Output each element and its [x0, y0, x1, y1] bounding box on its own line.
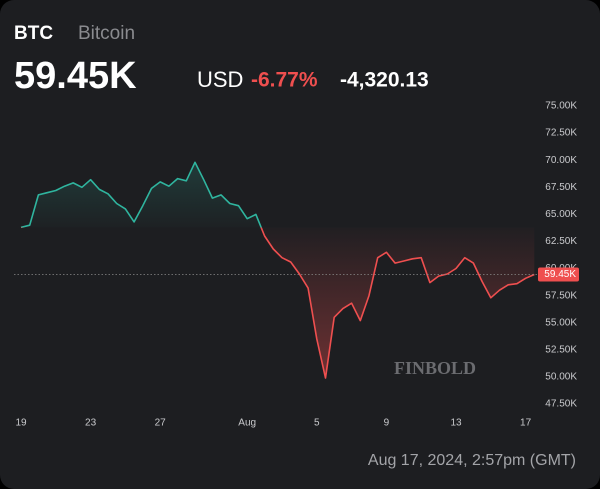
change: -4,320.13 [340, 69, 429, 92]
x-tick-label: 13 [450, 418, 462, 429]
price: 59.45K [14, 55, 137, 97]
timestamp: Aug 17, 2024, 2:57pm (GMT) [368, 452, 576, 469]
x-tick-label: 19 [15, 418, 27, 429]
y-tick-label: 67.50K [545, 182, 577, 193]
watermark: FINBOLD [394, 358, 476, 378]
area [21, 162, 535, 378]
symbol: BTC [14, 23, 53, 44]
y-tick-label: 75.00K [545, 101, 577, 112]
change-percent: -6.77% [251, 69, 318, 92]
last-price-tag [538, 267, 579, 282]
x-tick-label: 9 [384, 418, 390, 429]
x-tick-label: 5 [314, 418, 320, 429]
x-tick-label: 23 [85, 418, 97, 429]
y-tick-label: 52.50K [545, 344, 577, 355]
y-tick-label: 70.00K [545, 155, 577, 166]
y-tick-label: 50.00K [545, 372, 577, 383]
x-tick-label: 27 [155, 418, 167, 429]
asset-name: Bitcoin [78, 23, 135, 44]
y-tick-label: 72.50K [545, 128, 577, 139]
y-tick-label: 55.00K [545, 317, 577, 328]
last-price-label: 59.45K [544, 269, 576, 280]
y-tick-label: 65.00K [545, 209, 577, 220]
y-tick-label: 62.50K [545, 236, 577, 247]
y-tick-label: 57.50K [545, 290, 577, 301]
y-tick-label: 47.50K [545, 399, 577, 410]
price-line [20, 161, 535, 379]
x-tick-label: Aug [238, 418, 256, 429]
currency: USD [197, 67, 243, 92]
x-tick-label: 17 [520, 418, 532, 429]
